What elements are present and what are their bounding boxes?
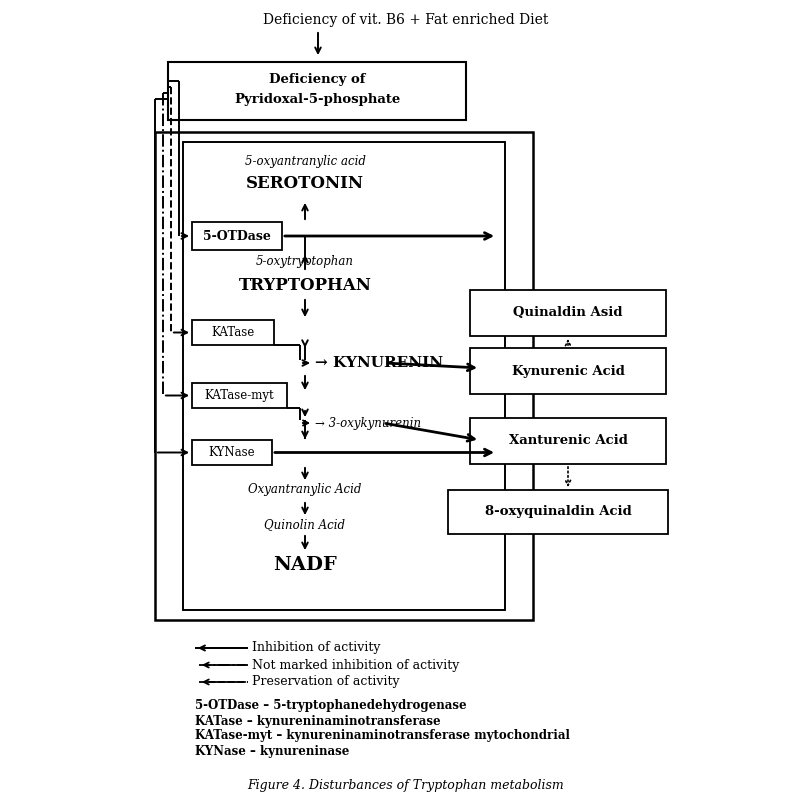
Text: Deficiency of vit. B6 + Fat enriched Diet: Deficiency of vit. B6 + Fat enriched Die…: [263, 13, 548, 27]
Text: KATase – kynureninaminotransferase: KATase – kynureninaminotransferase: [195, 714, 440, 727]
Text: KATase-myt – kynureninaminotransferase mytochondrial: KATase-myt – kynureninaminotransferase m…: [195, 730, 569, 743]
Text: KYNase: KYNase: [208, 446, 255, 459]
Bar: [168, 62, 466, 120]
Text: Quinolin Acid: Quinolin Acid: [264, 519, 345, 532]
Text: NADF: NADF: [272, 556, 337, 574]
Bar: [470, 418, 665, 464]
Bar: [182, 142, 504, 610]
Text: Deficiency of: Deficiency of: [268, 74, 365, 86]
Bar: [191, 383, 286, 408]
Text: Oxyantranylic Acid: Oxyantranylic Acid: [248, 483, 361, 496]
Text: Figure 4. Disturbances of Tryptophan metabolism: Figure 4. Disturbances of Tryptophan met…: [247, 780, 564, 793]
Text: 8-oxyquinaldin Acid: 8-oxyquinaldin Acid: [484, 506, 631, 519]
Bar: [155, 132, 532, 620]
Bar: [448, 490, 667, 534]
Text: Preservation of activity: Preservation of activity: [251, 675, 399, 688]
Text: TRYPTOPHAN: TRYPTOPHAN: [238, 276, 371, 293]
Text: 5-oxytryptophan: 5-oxytryptophan: [255, 255, 354, 268]
Text: SEROTONIN: SEROTONIN: [246, 175, 363, 192]
Text: 5-OTDase: 5-OTDase: [203, 229, 271, 242]
Text: 5-oxyantranylic acid: 5-oxyantranylic acid: [244, 155, 365, 169]
Text: → KYNURENIN: → KYNURENIN: [315, 356, 443, 370]
Bar: [470, 348, 665, 394]
Text: Quinaldin Asid: Quinaldin Asid: [513, 306, 622, 319]
Text: → 3-oxykynurenin: → 3-oxykynurenin: [315, 416, 421, 430]
Bar: [191, 320, 273, 345]
Text: Inhibition of activity: Inhibition of activity: [251, 642, 380, 654]
Text: KATase-myt: KATase-myt: [204, 389, 274, 402]
Text: Not marked inhibition of activity: Not marked inhibition of activity: [251, 659, 459, 671]
Text: KYNase – kynureninase: KYNase – kynureninase: [195, 744, 349, 758]
Text: 5-OTDase – 5-tryptophanedehydrogenase: 5-OTDase – 5-tryptophanedehydrogenase: [195, 700, 466, 713]
Bar: [191, 222, 281, 250]
Text: Pyridoxal-5-phosphate: Pyridoxal-5-phosphate: [234, 94, 400, 107]
Text: Kynurenic Acid: Kynurenic Acid: [511, 364, 624, 377]
Bar: [470, 290, 665, 336]
Text: Xanturenic Acid: Xanturenic Acid: [508, 435, 627, 448]
Bar: [191, 440, 272, 465]
Text: KATase: KATase: [211, 326, 255, 339]
